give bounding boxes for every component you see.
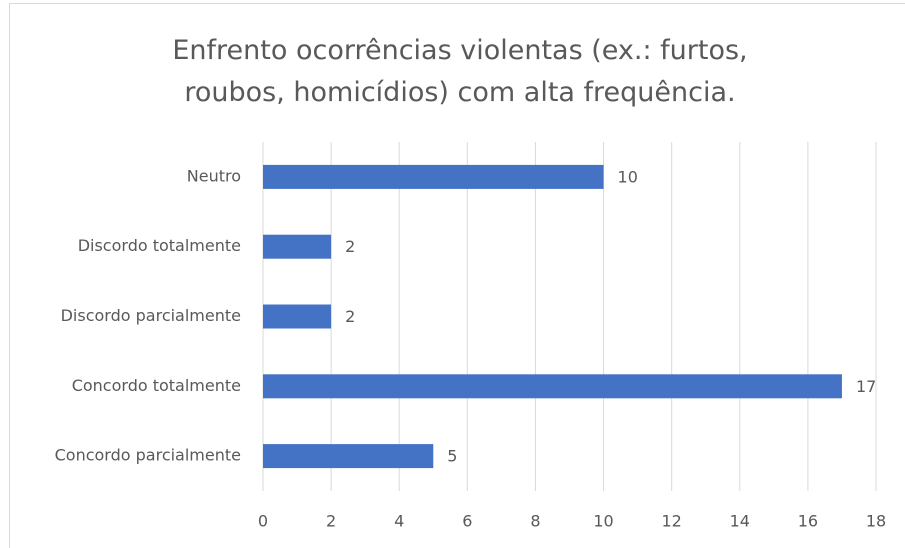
x-tick-label: 16: [798, 512, 818, 531]
bar: [263, 164, 604, 189]
data-label: 2: [345, 237, 355, 256]
x-tick-label: 6: [462, 512, 472, 531]
bar: [263, 444, 434, 469]
x-tick-label: 8: [530, 512, 540, 531]
y-tick-label: Neutro: [187, 166, 241, 185]
data-label: 5: [447, 447, 457, 466]
data-label: 10: [618, 167, 638, 186]
bar: [263, 234, 332, 259]
x-tick-label: 18: [866, 512, 886, 531]
y-tick-label: Discordo parcialmente: [61, 306, 241, 325]
x-tick-label: 0: [258, 512, 268, 531]
x-tick-label: 4: [394, 512, 404, 531]
bar: [263, 304, 332, 329]
data-label: 2: [345, 307, 355, 326]
x-tick-label: 14: [730, 512, 750, 531]
chart-border: [9, 3, 905, 548]
y-tick-label: Discordo totalmente: [78, 236, 241, 255]
data-label: 17: [856, 377, 876, 396]
x-tick-label: 2: [326, 512, 336, 531]
y-tick-label: Concordo totalmente: [72, 376, 241, 395]
y-tick-label: Concordo parcialmente: [55, 446, 241, 465]
chart-title: Enfrento ocorrências violentas (ex.: fur…: [172, 35, 748, 108]
x-tick-label: 12: [661, 512, 681, 531]
x-tick-label: 10: [593, 512, 613, 531]
bar: [263, 374, 842, 399]
